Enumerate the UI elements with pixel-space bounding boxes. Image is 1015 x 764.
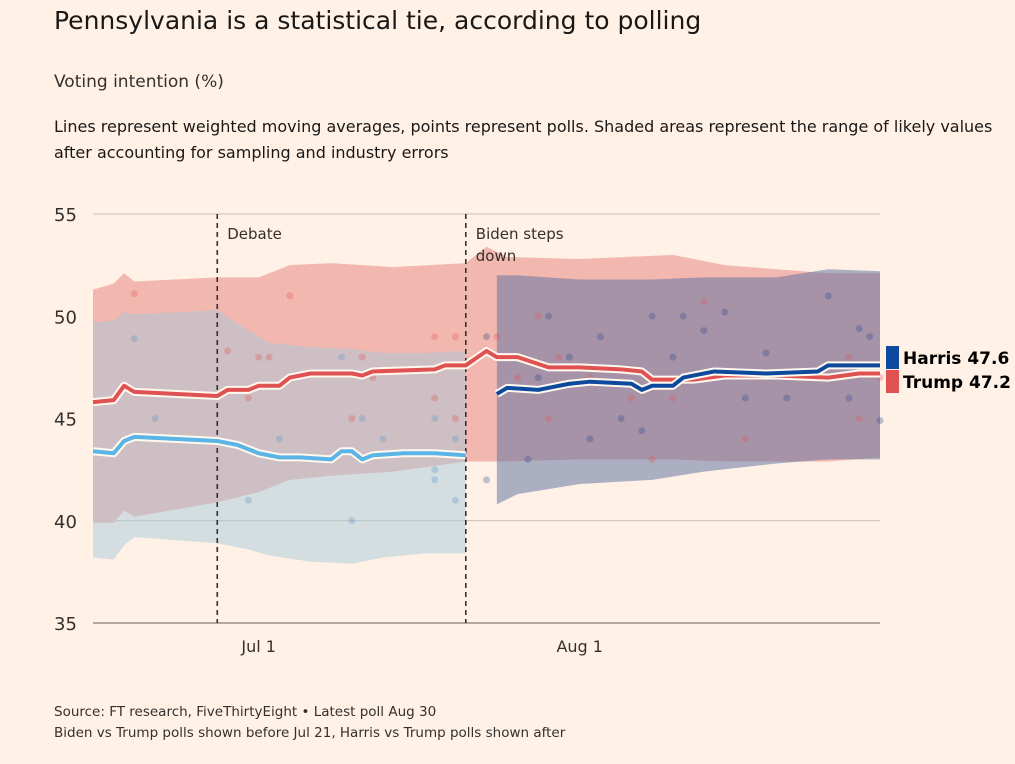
harris-poll-point [783, 394, 791, 402]
y-tick-label: 55 [54, 205, 77, 226]
harris-poll-point [648, 312, 656, 320]
trump-poll-point [431, 394, 439, 402]
trump-poll-point [627, 394, 635, 402]
biden-poll-point [348, 517, 356, 525]
trump-poll-point [358, 353, 366, 361]
trump-poll-point [265, 353, 273, 361]
annotation-label-line: down [476, 247, 516, 265]
trump-poll-point [845, 353, 853, 361]
trump-poll-point [255, 353, 263, 361]
annotation-label: Biden steps down [476, 225, 564, 265]
trump-poll-point [451, 333, 459, 341]
harris-poll-point [669, 353, 677, 361]
harris-poll-point [534, 374, 542, 382]
chart-subtitle: Voting intention (%) [54, 72, 224, 92]
harris-poll-point [483, 333, 490, 341]
x-tick-label: Jul 1 [240, 637, 276, 656]
biden-poll-point [451, 496, 459, 504]
legend-label-harris: Harris 47.6 [903, 349, 1009, 369]
biden-poll-point [275, 435, 283, 443]
trump-poll-point [451, 415, 459, 422]
trump-poll-point [534, 312, 542, 320]
harris-range-band [496, 269, 880, 505]
trump-poll-point [348, 415, 356, 422]
biden-poll-point [338, 353, 346, 361]
trump-poll-point [431, 333, 439, 341]
legend-swatch-trump [886, 370, 899, 393]
harris-poll-point [545, 312, 553, 320]
poll-note: Biden vs Trump polls shown before Jul 21… [54, 725, 566, 741]
biden-poll-point [358, 415, 366, 422]
biden-poll-point [431, 415, 439, 422]
y-tick-label: 40 [54, 512, 77, 533]
trump-poll-point [855, 415, 863, 422]
harris-poll-point [638, 427, 646, 435]
harris-poll-point [483, 476, 490, 484]
chart-description: Lines represent weighted moving averages… [54, 117, 993, 162]
harris-poll-point [721, 308, 729, 316]
harris-poll-point [586, 435, 594, 443]
y-tick-label: 35 [54, 614, 77, 635]
trump-poll-point [130, 290, 138, 298]
harris-poll-point [845, 394, 853, 402]
trump-poll-point [741, 435, 749, 443]
y-tick-label: 45 [54, 410, 77, 431]
harris-poll-point [524, 455, 532, 463]
harris-poll-point [596, 333, 604, 341]
y-tick-label: 50 [54, 307, 77, 328]
annotation-label-line: Biden steps [476, 225, 564, 243]
x-tick-label: Aug 1 [556, 637, 603, 656]
annotation-label: Debate [227, 225, 282, 243]
trump-poll-point [514, 374, 522, 382]
biden-poll-point [431, 466, 439, 474]
trump-poll-point [493, 333, 501, 341]
biden-average-line [92, 434, 466, 462]
harris-poll-point [700, 327, 708, 335]
biden-poll-point [130, 335, 138, 343]
harris-poll-point [855, 325, 863, 333]
biden-poll-point [431, 476, 439, 484]
trump-poll-point [224, 347, 232, 355]
chart-title: Pennsylvania is a statistical tie, accor… [54, 6, 702, 35]
harris-poll-point [824, 292, 832, 300]
biden-poll-point [151, 415, 159, 422]
trump-poll-point [286, 292, 294, 300]
legend-swatch-harris [886, 346, 899, 369]
harris-poll-point [876, 417, 884, 425]
trump-average-line [92, 349, 880, 405]
harris-poll-point [679, 312, 687, 320]
harris-poll-point [741, 394, 749, 402]
harris-poll-point [617, 415, 625, 422]
trump-poll-point [555, 353, 563, 361]
legend-label-trump: Trump 47.2 [903, 373, 1011, 393]
biden-poll-point [451, 435, 459, 443]
biden-poll-point [244, 496, 252, 504]
harris-average-line [495, 363, 880, 396]
harris-poll-point [762, 349, 770, 357]
harris-poll-point [565, 353, 573, 361]
harris-poll-point [866, 333, 874, 341]
trump-poll-point [545, 415, 553, 422]
trump-poll-point [669, 394, 677, 402]
biden-poll-point [379, 435, 387, 443]
source-note: Source: FT research, FiveThirtyEight • L… [54, 704, 437, 720]
trump-poll-point [700, 298, 708, 306]
trump-poll-point [244, 394, 252, 402]
trump-poll-point [648, 455, 656, 463]
